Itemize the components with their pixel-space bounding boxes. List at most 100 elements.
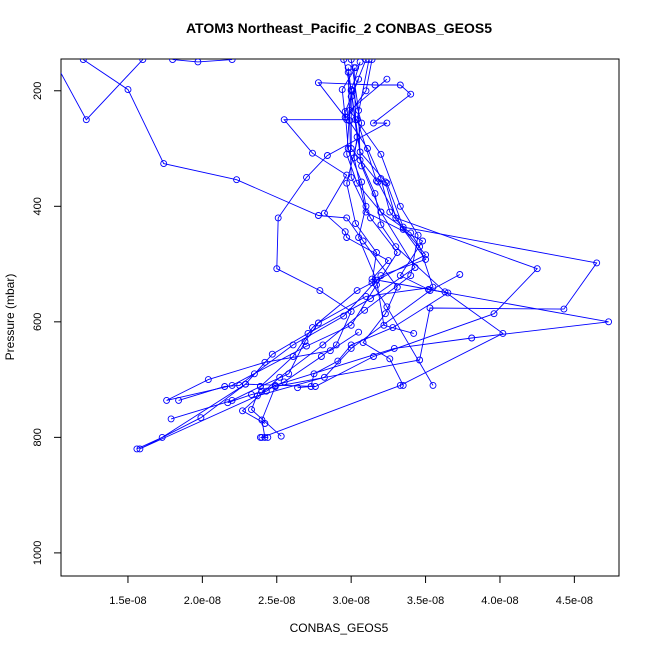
data-point-3-2 [194,59,202,66]
data-point-14-7 [407,90,415,98]
series-layer [61,59,613,453]
data-point-11-11 [256,383,264,390]
data-point-7-8 [426,304,434,312]
data-point-14-9 [383,119,391,127]
data-point-16-7 [343,234,351,241]
data-point-14-15 [347,307,355,315]
data-point-17-11 [261,420,269,427]
x-tick-label: 3.0e-08 [333,595,370,607]
chart-title: ATOM3 Northeast_Pacific_2 CONBAS_GEOS5 [186,20,492,36]
data-point-14-18 [280,378,288,386]
x-tick-label: 4.5e-08 [556,595,593,607]
data-point-6-11 [158,433,166,441]
x-tick-label: 1.5e-08 [109,595,146,607]
data-point-8-11 [236,381,244,389]
data-point-11-12 [248,406,255,414]
y-tick-label: 200 [32,82,44,100]
data-point-2-1 [79,59,87,64]
data-point-17-6 [407,272,415,280]
data-point-14-2 [338,86,346,94]
data-point-12-5 [393,249,401,256]
data-point-9-8 [605,318,613,326]
data-point-14-14 [316,287,324,295]
y-axis: 200 400 600 800 1000 [32,82,62,565]
data-point-3-3 [228,59,236,64]
data-point-10-4 [377,208,385,216]
data-point-17-7 [361,306,369,314]
data-point-4-17 [456,271,464,278]
data-point-2-5 [314,212,322,219]
series-line-8 [178,59,427,401]
series-line-2 [83,59,404,386]
x-tick-label: 2.0e-08 [184,595,221,607]
data-point-12-1 [344,68,352,76]
series-line-3 [172,59,233,63]
data-point-12-2 [346,117,354,125]
data-point-12-12 [261,358,269,366]
plot-area-frame [60,58,620,577]
data-point-12-8 [303,342,310,350]
data-point-11-4 [364,145,371,152]
data-point-3-1 [169,59,177,64]
data-point-4-9 [268,350,276,358]
data-point-5-8 [499,329,507,337]
data-point-7-12 [261,433,269,441]
data-point-9-6 [396,272,404,280]
data-point-2-4 [233,176,241,184]
data-point-9-11 [271,381,279,389]
data-point-15-1 [355,75,363,83]
data-point-12-11 [204,376,212,384]
data-point-11-8 [353,287,361,295]
data-point-10-9 [314,319,322,327]
data-point-16-15 [307,383,315,390]
series-line-10 [170,67,434,420]
data-point-16-10 [444,289,452,297]
data-point-12-9 [228,381,236,389]
data-point-1-2 [82,116,90,124]
data-point-16-13 [334,357,342,365]
data-point-9-9 [468,334,476,342]
data-point-2-8 [393,283,401,291]
y-tick-label: 800 [32,428,44,446]
data-point-9-5 [419,237,427,245]
data-point-16-9 [368,275,376,283]
data-point-8-8 [340,312,348,320]
data-point-11-9 [309,324,316,332]
y-tick-label: 600 [32,313,44,331]
data-point-12-4 [367,214,374,222]
data-point-14-4 [314,79,322,87]
data-point-9-12 [262,387,270,395]
data-point-11-5 [377,175,385,183]
data-point-17-10 [239,407,246,415]
data-point-16-1 [343,116,351,124]
data-point-2-2 [124,86,132,94]
data-point-11-7 [422,251,430,259]
data-point-12-14 [355,328,363,336]
data-point-16-3 [309,149,316,157]
data-point-5-1 [347,59,355,64]
series-line-4 [139,59,461,450]
x-tick-label: 2.5e-08 [258,595,295,607]
data-point-2-3 [160,160,168,168]
y-axis-label: Pressure (mbar) [3,274,17,361]
x-tick-label: 4.0e-08 [481,595,518,607]
data-point-6-6 [533,265,541,273]
data-point-16-4 [343,171,351,179]
data-point-4-11 [197,414,205,422]
data-point-14-5 [371,81,379,89]
data-point-15-8 [380,321,388,329]
data-point-7-7 [560,305,568,313]
data-point-12-7 [347,321,355,329]
x-tick-label: 3.5e-08 [407,595,444,607]
data-point-13-7 [383,303,391,311]
x-axis: 1.5e-08 2.0e-08 2.5e-08 3.0e-08 3.5e-08 4.0e-… [109,575,593,607]
data-point-17-5 [414,231,422,239]
data-point-17-4 [396,202,404,210]
series-line-17 [241,78,419,424]
series-line-11 [250,59,427,437]
data-point-10-13 [228,396,236,404]
data-point-2-11 [386,355,394,363]
data-point-17-3 [377,150,385,158]
data-point-17-8 [319,341,327,349]
